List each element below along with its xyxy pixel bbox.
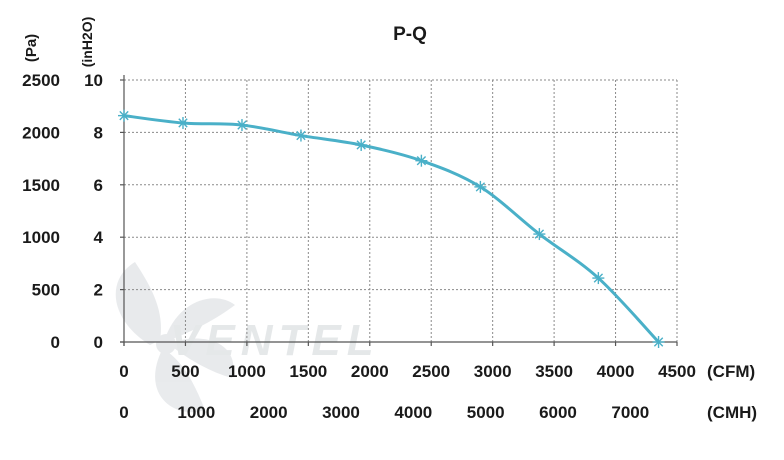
data-point bbox=[294, 129, 307, 142]
data-point-stroke bbox=[534, 229, 545, 239]
watermark: VENTEL bbox=[115, 262, 380, 413]
x-tick-label-cmh: 3000 bbox=[322, 403, 360, 422]
data-point bbox=[474, 180, 487, 193]
y-tick-label-pa: 2000 bbox=[22, 123, 60, 142]
data-point-stroke bbox=[178, 118, 188, 128]
grid bbox=[124, 79, 678, 342]
data-point-stroke bbox=[593, 273, 604, 283]
series-line-layer bbox=[123, 114, 660, 344]
y-tick-label-pa: 500 bbox=[32, 281, 60, 300]
chart-title: P-Q bbox=[393, 24, 427, 45]
x-tick-label-cmh: 6000 bbox=[539, 403, 577, 422]
watermark-fan-icon bbox=[115, 262, 235, 413]
data-point bbox=[235, 119, 248, 132]
y-tick-label-pa: 1500 bbox=[22, 176, 60, 195]
x-tick-label-cfm: 0 bbox=[119, 362, 128, 381]
y-tick-label-inh2o: 10 bbox=[84, 71, 103, 90]
data-point-stroke bbox=[475, 182, 486, 192]
x-tick-label-cfm: 1000 bbox=[228, 362, 266, 381]
data-point bbox=[592, 272, 605, 285]
data-point-stroke bbox=[237, 120, 247, 130]
y-tick-label-pa: 2500 bbox=[22, 71, 60, 90]
data-point-stroke bbox=[416, 156, 427, 166]
data-point-stroke bbox=[653, 337, 664, 347]
x-tick-label-cfm: 4500 bbox=[658, 362, 696, 381]
y-tick-label-inh2o: 4 bbox=[94, 228, 104, 247]
y-right-unit: (inH2O) bbox=[79, 17, 95, 68]
y-tick-label-pa: 1000 bbox=[22, 228, 60, 247]
x-tick-label-cmh: 7000 bbox=[611, 403, 649, 422]
x-tick-label-cmh: 4000 bbox=[394, 403, 432, 422]
x-tick-label-cfm: 3000 bbox=[474, 362, 512, 381]
data-point bbox=[652, 336, 665, 348]
x-unit-cfm: (CFM) bbox=[707, 362, 755, 381]
series-line bbox=[123, 114, 660, 344]
data-point bbox=[355, 138, 368, 151]
y-tick-label-inh2o: 8 bbox=[94, 123, 103, 142]
x-tick-label-cfm: 1500 bbox=[289, 362, 327, 381]
x-tick-label-cfm: 500 bbox=[171, 362, 199, 381]
x-tick-label-cmh: 0 bbox=[119, 403, 128, 422]
watermark-text: VENTEL bbox=[170, 316, 380, 365]
x-tick-label-cfm: 4000 bbox=[597, 362, 635, 381]
y-tick-label-pa: 0 bbox=[51, 333, 60, 352]
x-tick-label-cmh: 2000 bbox=[250, 403, 288, 422]
x-unit-cmh: (CMH) bbox=[707, 403, 757, 422]
data-point-stroke bbox=[296, 130, 306, 141]
data-point bbox=[118, 109, 130, 122]
x-tick-label-cmh: 5000 bbox=[467, 403, 505, 422]
y-tick-label-inh2o: 6 bbox=[94, 176, 103, 195]
y-tick-label-inh2o: 2 bbox=[94, 281, 103, 300]
data-point bbox=[176, 116, 189, 129]
data-markers bbox=[118, 109, 665, 348]
data-point-stroke bbox=[356, 140, 366, 150]
data-point-stroke bbox=[119, 110, 129, 121]
x-tick-label-cfm: 3500 bbox=[535, 362, 573, 381]
x-tick-label-cmh: 1000 bbox=[177, 403, 215, 422]
y-left-unit: (Pa) bbox=[23, 34, 40, 62]
y-tick-label-inh2o: 0 bbox=[94, 333, 103, 352]
x-tick-label-cfm: 2500 bbox=[412, 362, 450, 381]
data-point bbox=[533, 228, 546, 241]
x-tick-label-cfm: 2000 bbox=[351, 362, 389, 381]
data-point bbox=[415, 154, 428, 167]
